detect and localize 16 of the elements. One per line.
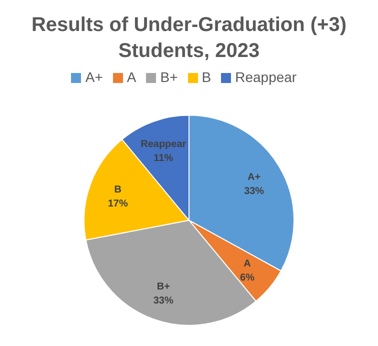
data-label: 11%	[154, 153, 174, 164]
legend-label: A	[126, 69, 136, 85]
legend-label: A+	[85, 69, 103, 85]
data-label: 33%	[244, 186, 264, 197]
data-label: 17%	[108, 198, 128, 210]
slice-label: A	[244, 258, 251, 270]
data-label: 6%	[240, 272, 255, 284]
legend-label: B+	[160, 69, 178, 85]
slice-label: B+	[156, 281, 170, 292]
legend-label: B	[202, 69, 212, 85]
slice-label: Reappear	[140, 139, 186, 150]
data-label: 33%	[153, 295, 174, 306]
chart-title: Results of Under-Graduation (+3) Students, 2023	[30, 13, 348, 64]
legend-label: Reappear	[235, 69, 297, 85]
slice-label: B	[114, 184, 122, 196]
slice-label: A+	[248, 172, 261, 183]
